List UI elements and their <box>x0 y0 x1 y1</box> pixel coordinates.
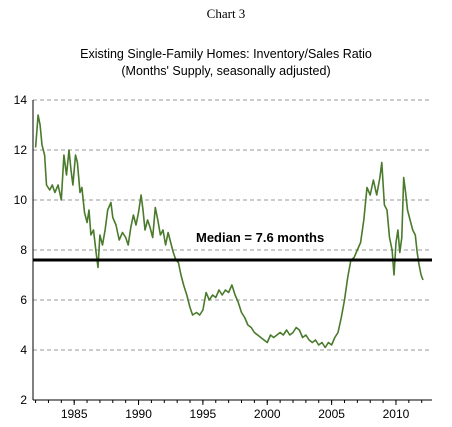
y-tick-label-4: 4 <box>20 343 27 357</box>
y-tick-label-10: 10 <box>14 193 28 207</box>
x-tick-label-1995: 1995 <box>190 407 217 421</box>
chart-title: Existing Single-Family Homes: Inventory/… <box>80 47 372 61</box>
y-tick-label-6: 6 <box>20 293 27 307</box>
y-tick-label-12: 12 <box>14 143 28 157</box>
median-label: Median = 7.6 months <box>196 230 324 245</box>
median-layer: Median = 7.6 months <box>33 230 432 262</box>
y-tick-label-2: 2 <box>20 393 27 407</box>
series-line-0 <box>34 114 424 349</box>
chart-subtitle: (Months' Supply, seasonally adjusted) <box>121 64 331 78</box>
chart-number-label: Chart 3 <box>206 6 246 21</box>
y-tick-label-8: 8 <box>20 243 27 257</box>
x-tick-label-1985: 1985 <box>61 407 88 421</box>
y-tick-label-14: 14 <box>14 93 28 107</box>
series-layer <box>34 114 424 349</box>
x-tick-label-2005: 2005 <box>318 407 345 421</box>
x-tick-label-2000: 2000 <box>254 407 281 421</box>
x-tick-label-1990: 1990 <box>125 407 152 421</box>
axes: 2 4 6 8 10 12 14 1985 1990 1995 2000 2005 2010 <box>14 93 432 421</box>
x-tick-label-2010: 2010 <box>383 407 410 421</box>
gridlines <box>33 99 432 351</box>
